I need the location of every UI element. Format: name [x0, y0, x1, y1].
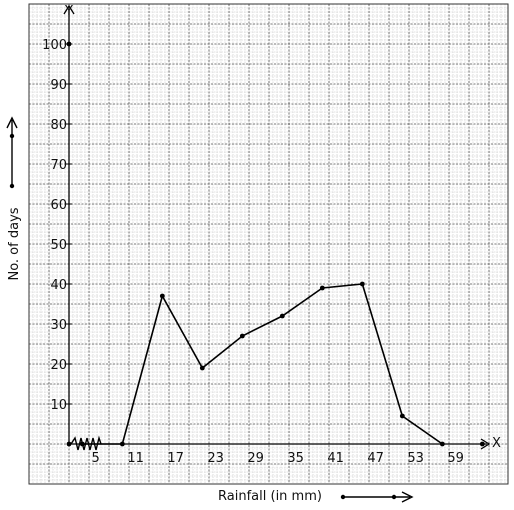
x-tick-label: 59 [447, 451, 464, 466]
data-point [399, 413, 405, 419]
graph-paper-grid [28, 3, 509, 485]
data-point [159, 293, 165, 299]
x-tick-label: 23 [207, 451, 224, 466]
axis-point [479, 441, 485, 447]
horizontal-direction-arrowhead [401, 491, 414, 503]
vertical-direction-dot [9, 183, 15, 189]
horizontal-direction-dot [391, 494, 397, 500]
horizontal-direction-dot [340, 494, 346, 500]
axes [63, 4, 491, 451]
vertical-direction-arrowhead [6, 116, 18, 129]
x-axis-label: Rainfall (in mm) [218, 489, 322, 504]
data-point [199, 365, 205, 371]
x-tick-label: 47 [367, 451, 384, 466]
x-tick-label: 29 [247, 451, 264, 466]
y-tick-label: 50 [50, 238, 67, 253]
y-axis-top-point [66, 41, 72, 47]
x-tick-label: 53 [407, 451, 424, 466]
y-tick-label: 30 [50, 318, 67, 333]
tick-labels: 10 20 30 40 50 60 70 80 90 100 5 11 17 23 29 35 41 47 53 59 [42, 38, 464, 466]
data-point [319, 285, 325, 291]
data-point [279, 313, 285, 319]
x-tick-label: 35 [287, 451, 304, 466]
y-tick-label: 90 [50, 78, 67, 93]
data-point [79, 441, 85, 447]
series-line [82, 283, 443, 445]
vertical-direction-dot [9, 133, 15, 139]
y-axis-letter: Y [64, 4, 73, 19]
y-axis-arrowhead [63, 4, 75, 15]
axis-point [66, 441, 72, 447]
x-axis-arrowhead [480, 438, 491, 450]
data-point [119, 441, 125, 447]
data-series [66, 41, 485, 447]
y-tick-label: 70 [50, 158, 67, 173]
y-tick-label: 60 [50, 198, 67, 213]
y-tick-label: 10 [50, 398, 67, 413]
x-tick-label: 17 [167, 451, 184, 466]
y-tick-label: 100 [42, 38, 67, 53]
plot-border [28, 3, 509, 485]
data-point [359, 281, 365, 287]
x-tick-label: 41 [327, 451, 344, 466]
x-tick-label: 11 [127, 451, 144, 466]
y-tick-label: 80 [50, 118, 67, 133]
x-tick-label: 5 [92, 451, 100, 466]
y-tick-label: 20 [50, 358, 67, 373]
data-point [239, 333, 245, 339]
y-axis-label: No. of days [7, 207, 22, 280]
axis-labels: Rainfall (in mm) No. of days X Y [7, 4, 501, 504]
x-axis-letter: X [492, 436, 501, 451]
data-point [439, 441, 445, 447]
x-axis-break-zigzag [70, 435, 102, 451]
direction-arrows [6, 116, 414, 503]
y-tick-label: 40 [50, 278, 67, 293]
